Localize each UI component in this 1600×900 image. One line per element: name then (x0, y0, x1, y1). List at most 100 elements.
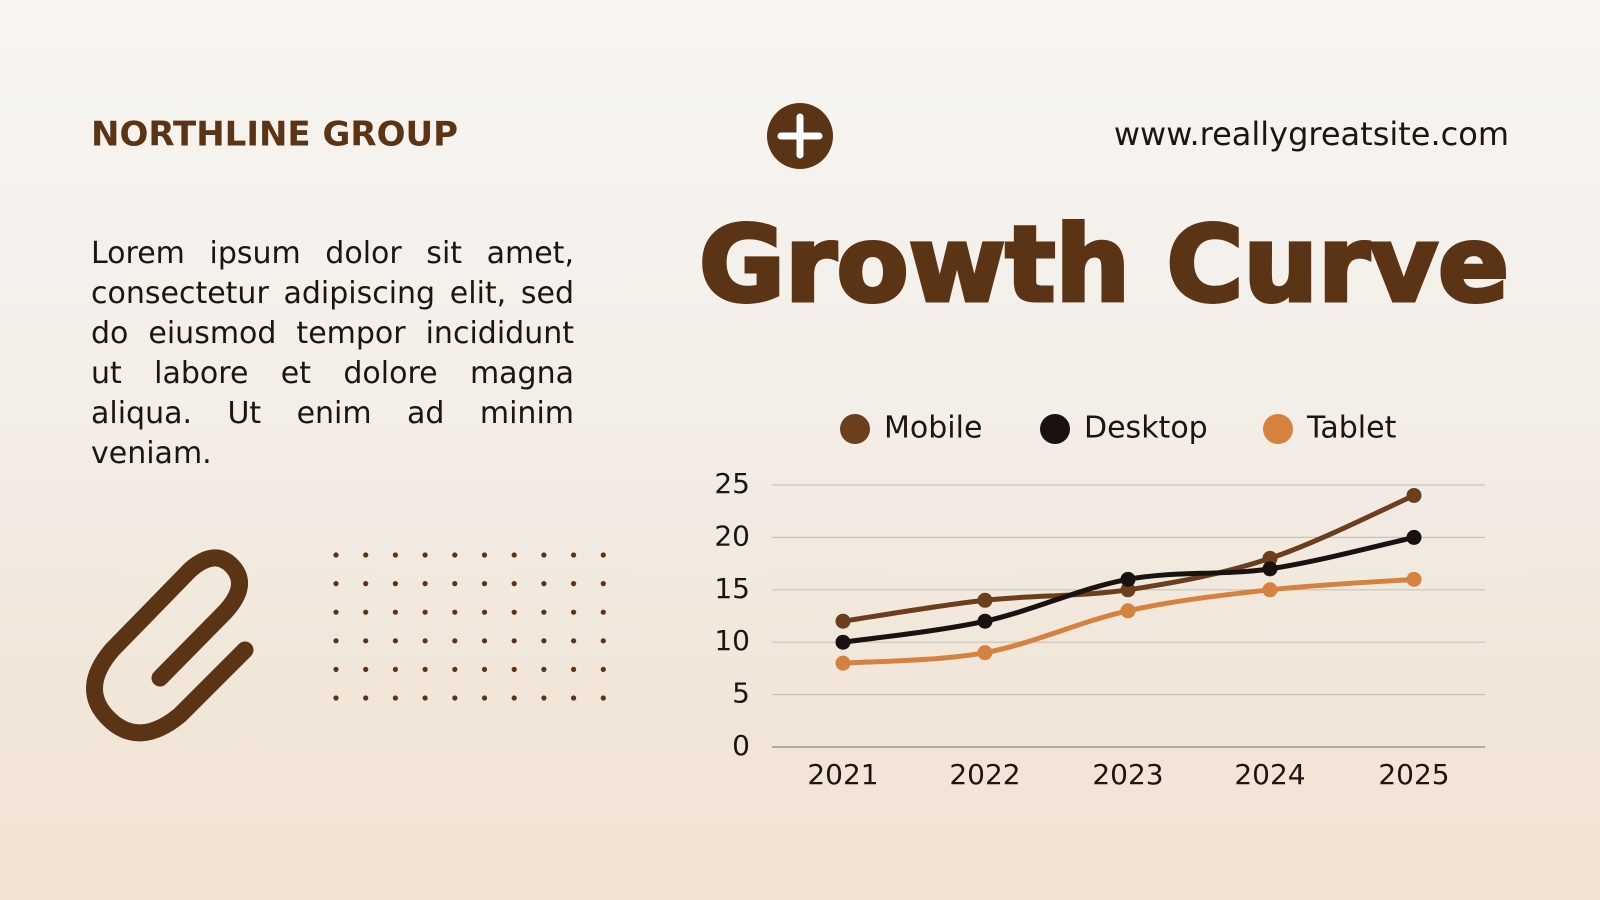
dot (511, 581, 517, 587)
data-point (1406, 529, 1422, 545)
dot (363, 638, 369, 644)
data-point (1120, 582, 1136, 598)
dot (392, 609, 398, 615)
dot (452, 581, 458, 587)
body-text: Lorem ipsum dolor sit amet, consectetur … (91, 236, 574, 471)
legend-label: Desktop (1084, 411, 1208, 446)
dot (541, 581, 547, 587)
dot (333, 666, 339, 673)
data-point (1262, 582, 1278, 598)
legend-swatch (840, 414, 870, 444)
dot (363, 666, 369, 673)
chart-title: Growth Curve (699, 203, 1509, 325)
dot (452, 552, 458, 558)
x-tick-label: 2025 (1378, 758, 1449, 791)
x-tick-label: 2024 (1234, 758, 1305, 791)
dot (571, 552, 577, 558)
dot (511, 666, 517, 673)
legend-swatch (1040, 414, 1070, 444)
x-tick-label: 2021 (807, 758, 878, 791)
data-point (1406, 487, 1422, 503)
data-point (1262, 561, 1278, 577)
y-tick-label: 10 (714, 624, 750, 657)
dot (571, 609, 577, 615)
dot (333, 609, 339, 615)
y-tick-label: 0 (732, 729, 750, 762)
data-point (1120, 571, 1136, 587)
dot (571, 581, 577, 587)
dot-grid (333, 552, 606, 701)
plus-icon (767, 103, 833, 169)
data-point (977, 613, 993, 629)
dot (541, 552, 547, 558)
data-point (1262, 550, 1278, 566)
dot (422, 666, 428, 673)
dot (392, 581, 398, 587)
dot (481, 666, 488, 673)
dot (600, 695, 606, 701)
data-point (977, 645, 993, 661)
dot (452, 638, 458, 644)
dot (511, 552, 517, 558)
dot (363, 581, 369, 587)
data-point (835, 655, 851, 671)
legend-label: Tablet (1306, 411, 1397, 446)
dot (600, 666, 606, 673)
dot (511, 695, 517, 701)
dot (481, 638, 488, 644)
dot (422, 695, 428, 701)
dot (392, 638, 398, 644)
dot (363, 609, 369, 615)
dot (422, 609, 428, 615)
dot (511, 638, 517, 644)
dot (481, 552, 488, 558)
dot (333, 638, 339, 644)
y-tick-label: 5 (732, 677, 750, 710)
dot (481, 609, 488, 615)
y-tick-label: 15 (714, 572, 750, 605)
dot (481, 581, 488, 587)
y-tick-label: 25 (714, 467, 750, 500)
dot (422, 552, 428, 558)
legend-label: Mobile (884, 411, 982, 446)
data-point (835, 634, 851, 650)
dot (600, 609, 606, 615)
dot (333, 581, 339, 587)
dot (600, 552, 606, 558)
dot (600, 581, 606, 587)
dot (541, 638, 547, 644)
dot (571, 666, 577, 673)
dot (422, 638, 428, 644)
data-point (835, 613, 851, 629)
dot (541, 609, 547, 615)
x-tick-label: 2022 (949, 758, 1020, 791)
paperclip-icon (86, 549, 254, 742)
dot (333, 552, 339, 558)
dot (452, 666, 458, 673)
brand: NORTHLINE GROUP (91, 115, 458, 155)
x-tick-label: 2023 (1092, 758, 1163, 791)
dot (363, 552, 369, 558)
dot (541, 695, 547, 701)
dot (392, 695, 398, 701)
dot (422, 581, 428, 587)
dot (363, 695, 369, 701)
dot (452, 609, 458, 615)
dot (511, 609, 517, 615)
dot (481, 695, 488, 701)
data-point (1406, 571, 1422, 587)
dot (333, 695, 339, 701)
dot (452, 695, 458, 701)
data-point (1120, 603, 1136, 619)
y-tick-label: 20 (714, 519, 750, 552)
data-point (977, 592, 993, 608)
dot (392, 666, 398, 673)
dot (541, 666, 547, 673)
dot (571, 638, 577, 644)
dot (392, 552, 398, 558)
url: www.reallygreatsite.com (1114, 115, 1509, 153)
dot (600, 638, 606, 644)
dot (571, 695, 577, 701)
